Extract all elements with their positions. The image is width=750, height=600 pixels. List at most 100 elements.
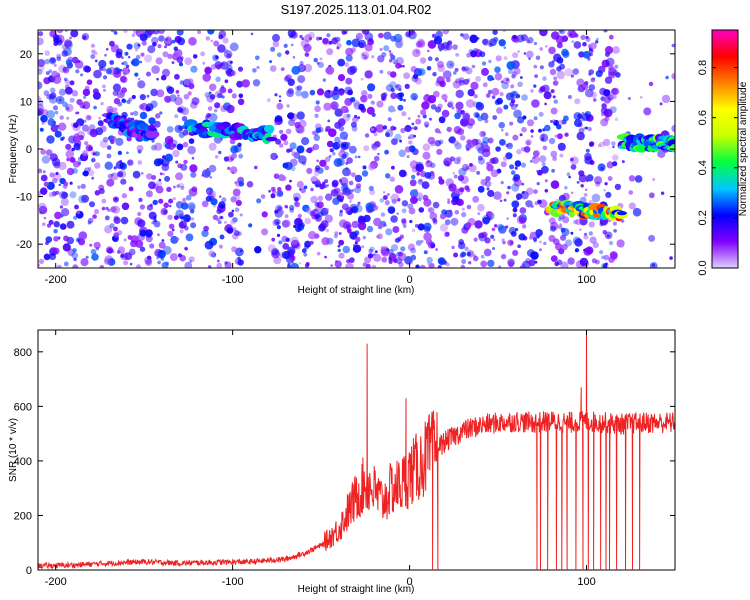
heatmap-cell — [388, 50, 392, 53]
heatmap-cell — [585, 246, 594, 255]
heatmap-cell — [157, 233, 160, 237]
heatmap-cell — [491, 157, 499, 165]
heatmap-cell — [254, 165, 258, 170]
heatmap-cell — [446, 41, 451, 45]
heatmap-cell — [106, 178, 115, 187]
heatmap-cell — [226, 60, 233, 66]
heatmap-cell — [63, 77, 68, 82]
heatmap-cell — [163, 202, 169, 209]
heatmap-cell — [430, 42, 433, 45]
heatmap-cell — [498, 265, 502, 268]
heatmap-cell — [598, 65, 606, 74]
heatmap-cell — [334, 108, 343, 117]
heatmap-cell — [175, 90, 180, 94]
heatmap-cell — [590, 42, 597, 50]
heatmap-cell — [342, 245, 351, 254]
heatmap-cell — [608, 65, 614, 71]
heatmap-cell — [109, 106, 113, 110]
heatmap-cell — [283, 43, 288, 49]
heatmap-cell — [574, 98, 581, 105]
heatmap-cell — [63, 226, 67, 229]
heatmap-cell — [561, 243, 568, 251]
heatmap-cell — [543, 241, 547, 246]
heatmap-cell — [121, 202, 130, 211]
heatmap-cell — [164, 37, 172, 45]
heatmap-cell — [467, 139, 476, 148]
heatmap-cell — [110, 206, 117, 213]
heatmap-cell — [113, 226, 118, 232]
heatmap-cell — [231, 209, 235, 213]
heatmap-cell — [423, 222, 432, 231]
heatmap-cell — [531, 99, 540, 108]
heatmap-cell — [82, 150, 88, 157]
heatmap-cell — [499, 199, 503, 203]
heatmap-cell — [481, 148, 491, 158]
heatmap-cell — [340, 105, 349, 114]
heatmap-cell — [273, 256, 282, 265]
heatmap-cell — [491, 227, 496, 232]
heatmap-cells — [38, 30, 675, 268]
heatmap-cell — [281, 176, 287, 181]
heatmap-cell — [38, 69, 43, 75]
heatmap-cell — [423, 232, 432, 241]
heatmap-cell — [65, 106, 70, 111]
heatmap-cell — [482, 216, 490, 225]
heatmap-cell — [157, 30, 166, 34]
heatmap-cell — [170, 235, 179, 244]
colorbar-tick-label: 0.2 — [697, 210, 709, 225]
heatmap-cell — [69, 36, 72, 40]
heatmap-cell — [390, 254, 396, 259]
heatmap-cell — [492, 30, 498, 35]
heatmap-cell — [219, 215, 223, 220]
heatmap-cell — [339, 209, 343, 214]
heatmap-cell — [61, 191, 69, 199]
heatmap-cell — [665, 75, 669, 80]
heatmap-cell — [583, 234, 589, 240]
heatmap-cell — [548, 61, 555, 68]
heatmap-cell — [40, 114, 48, 123]
heatmap-cell — [503, 198, 507, 202]
heatmap-cell — [138, 77, 141, 81]
heatmap-cell — [590, 77, 596, 83]
heatmap-cell — [213, 108, 218, 113]
heatmap-cell — [535, 229, 543, 237]
heatmap-cell — [461, 226, 469, 234]
heatmap-cell — [216, 262, 222, 268]
heatmap-cell — [567, 30, 576, 38]
heatmap-cell — [477, 185, 485, 193]
heatmap-cell — [570, 74, 575, 78]
heatmap-cell — [109, 223, 115, 229]
heatmap-cell — [415, 118, 422, 125]
heatmap-cell — [601, 103, 608, 110]
heatmap-cell — [310, 195, 318, 204]
heatmap-cell — [438, 139, 444, 145]
heatmap-cell — [411, 75, 419, 83]
heatmap-cell — [117, 171, 124, 178]
heatmap-cell — [92, 88, 99, 95]
heatmap-cell — [127, 235, 133, 240]
heatmap-cell — [525, 200, 533, 208]
heatmap-cell — [346, 39, 352, 46]
heatmap-cell — [608, 256, 615, 263]
heatmap-cell — [517, 81, 523, 88]
heatmap-cell — [338, 252, 345, 259]
heatmap-cell — [419, 57, 427, 64]
heatmap-cell — [148, 211, 157, 220]
heatmap-cell — [458, 79, 465, 86]
heatmap-cell — [597, 163, 606, 172]
heatmap-cell — [166, 125, 174, 133]
heatmap-cell — [274, 122, 278, 126]
heatmap-cell — [214, 61, 223, 69]
heatmap-cell — [162, 68, 170, 77]
heatmap-cell — [574, 238, 583, 247]
heatmap-cell — [628, 202, 636, 210]
heatmap-cell — [526, 249, 535, 258]
heatmap-cell — [224, 79, 229, 84]
heatmap-cell — [534, 260, 538, 264]
heatmap-cell — [162, 155, 166, 159]
heatmap-cell — [366, 106, 375, 115]
heatmap-cell — [505, 143, 509, 148]
heatmap-cell — [120, 253, 125, 258]
heatmap-cell — [563, 115, 569, 122]
heatmap-cell — [227, 64, 233, 71]
